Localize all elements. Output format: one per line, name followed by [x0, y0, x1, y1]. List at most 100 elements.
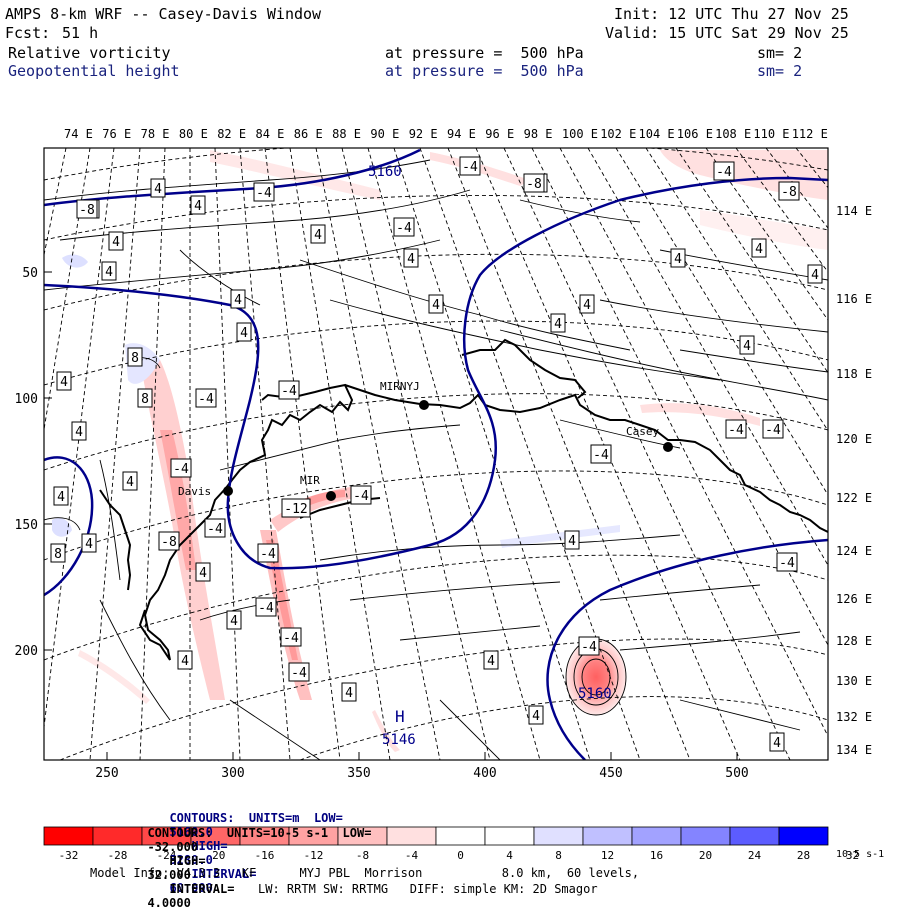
vort-label-box	[288, 662, 310, 682]
lon-label-right: 122 E	[836, 491, 872, 505]
field2-name: Geopotential height	[8, 62, 180, 80]
field1-level: at pressure = 500 hPa	[385, 44, 584, 62]
vort-label-box	[393, 217, 415, 237]
height-label: 5160	[368, 164, 402, 180]
vort-label-box	[150, 178, 166, 198]
vort-label-box	[578, 636, 600, 656]
vort-label: 4	[407, 252, 415, 267]
vort-label: -8	[781, 185, 797, 200]
lon-label-top: 84 E	[256, 127, 285, 141]
vort-label-box	[226, 610, 242, 630]
vort-label-box	[341, 682, 357, 702]
lon-label-top: 104 E	[639, 127, 675, 141]
colorbar-tick-label: -12	[304, 849, 324, 862]
vort-label-box	[523, 173, 545, 193]
vort-label-box	[255, 597, 277, 617]
height-contour-low: 5160.0	[169, 825, 213, 839]
colorbar-tick-label: -8	[356, 849, 369, 862]
vort-label-box	[769, 732, 785, 752]
vort-label-box	[713, 161, 735, 181]
colorbar-tick-label: 32	[846, 849, 859, 862]
lon-label-top: 102 E	[600, 127, 636, 141]
lon-label-right: 124 E	[836, 544, 872, 558]
colorbar-tick-label: 8	[555, 849, 562, 862]
station-label-mir: MIR	[300, 474, 320, 487]
vort-label: 4	[199, 566, 207, 581]
vort-label-box	[428, 294, 444, 314]
vort-label-box	[579, 294, 595, 314]
vort-label: -4	[779, 556, 795, 571]
vort-label: -4	[353, 489, 369, 504]
vort-label-box	[550, 313, 566, 333]
vort-label: 8	[141, 392, 149, 407]
vort-label: 8	[54, 547, 62, 562]
vort-label-box	[725, 419, 747, 439]
station-label-davis: Davis	[178, 485, 211, 498]
map-title: AMPS 8-km WRF -- Casey-Davis Window	[5, 5, 322, 23]
vort-label-box	[253, 182, 275, 202]
height-contour-high-label: HIGH=	[191, 839, 228, 853]
lon-label-right: 120 E	[836, 432, 872, 446]
vort-label: -4	[281, 384, 297, 399]
lon-label-top: 76 E	[102, 127, 131, 141]
vort-label: 4	[75, 425, 83, 440]
vort-label-box	[204, 518, 226, 538]
vort-label: -4	[462, 160, 478, 175]
vort-label: 4	[85, 537, 93, 552]
vort-label-box	[483, 650, 499, 670]
valid-time: Valid: 15 UTC Sat 29 Nov 25	[605, 24, 849, 42]
vort-label: 4	[194, 199, 202, 214]
colorbar-tick-label: 28	[797, 849, 810, 862]
vort-label-box	[257, 543, 279, 563]
lon-label-top: 86 E	[294, 127, 323, 141]
lon-label-top: 108 E	[715, 127, 751, 141]
height-label: 5160	[578, 686, 612, 702]
vort-label: 4	[345, 686, 353, 701]
colorbar-tick-label: 0	[457, 849, 464, 862]
vort-label-box	[807, 264, 823, 284]
vort-label-box	[670, 248, 686, 268]
vort-label: 4	[234, 293, 242, 308]
vort-label: 4	[554, 317, 562, 332]
vort-label: 8	[131, 351, 139, 366]
vort-label: -4	[283, 631, 299, 646]
vort-label: 4	[105, 265, 113, 280]
height-contour-interval: 60.000	[169, 881, 213, 895]
vort-contour-interval-label: INTERVAL=	[169, 882, 235, 896]
lon-label-right: 116 E	[836, 292, 872, 306]
vort-label: 4	[314, 228, 322, 243]
lon-label-top: 74 E	[64, 127, 93, 141]
x-axis-ticks: 250 300 350 400 450 500	[95, 752, 749, 781]
vort-label-box	[122, 471, 138, 491]
vort-label: 4	[240, 326, 248, 341]
lon-label-top: 92 E	[409, 127, 438, 141]
vort-label: -4	[258, 601, 274, 616]
vort-label: 4	[181, 654, 189, 669]
station-marker-casey	[663, 442, 673, 452]
vort-label-box	[403, 248, 419, 268]
y-tick-label: 50	[22, 266, 38, 281]
latlon-grid	[44, 148, 828, 760]
field1-smoothing: sm= 2	[757, 44, 803, 62]
vort-label: 4	[230, 614, 238, 629]
colorbar-tick-label: -24	[157, 849, 177, 862]
colorbar-swatch	[631, 826, 682, 846]
vort-label: 4	[432, 298, 440, 313]
colorbar-tick-label: 20	[699, 849, 712, 862]
vort-label: 4	[674, 252, 682, 267]
colorbar-swatch	[533, 826, 584, 846]
vort-label: -4	[173, 462, 189, 477]
model-info-line2: LW: RRTM SW: RRTMG DIFF: simple KM: 2D S…	[258, 882, 598, 896]
vort-contour-high-label: HIGH=	[169, 854, 206, 868]
colorbar-tick-label: -20	[206, 849, 226, 862]
vort-label-box	[195, 562, 211, 582]
height-labels: 5160 5160 5160 5146	[368, 164, 612, 748]
vort-label-box	[50, 543, 66, 563]
station-marker-mir	[326, 491, 336, 501]
colorbar-swatch	[582, 826, 633, 846]
colorbar-swatch	[386, 826, 437, 846]
vort-label-box	[56, 371, 72, 391]
lon-label-right: 130 E	[836, 674, 872, 688]
vort-label: -8	[161, 535, 177, 550]
